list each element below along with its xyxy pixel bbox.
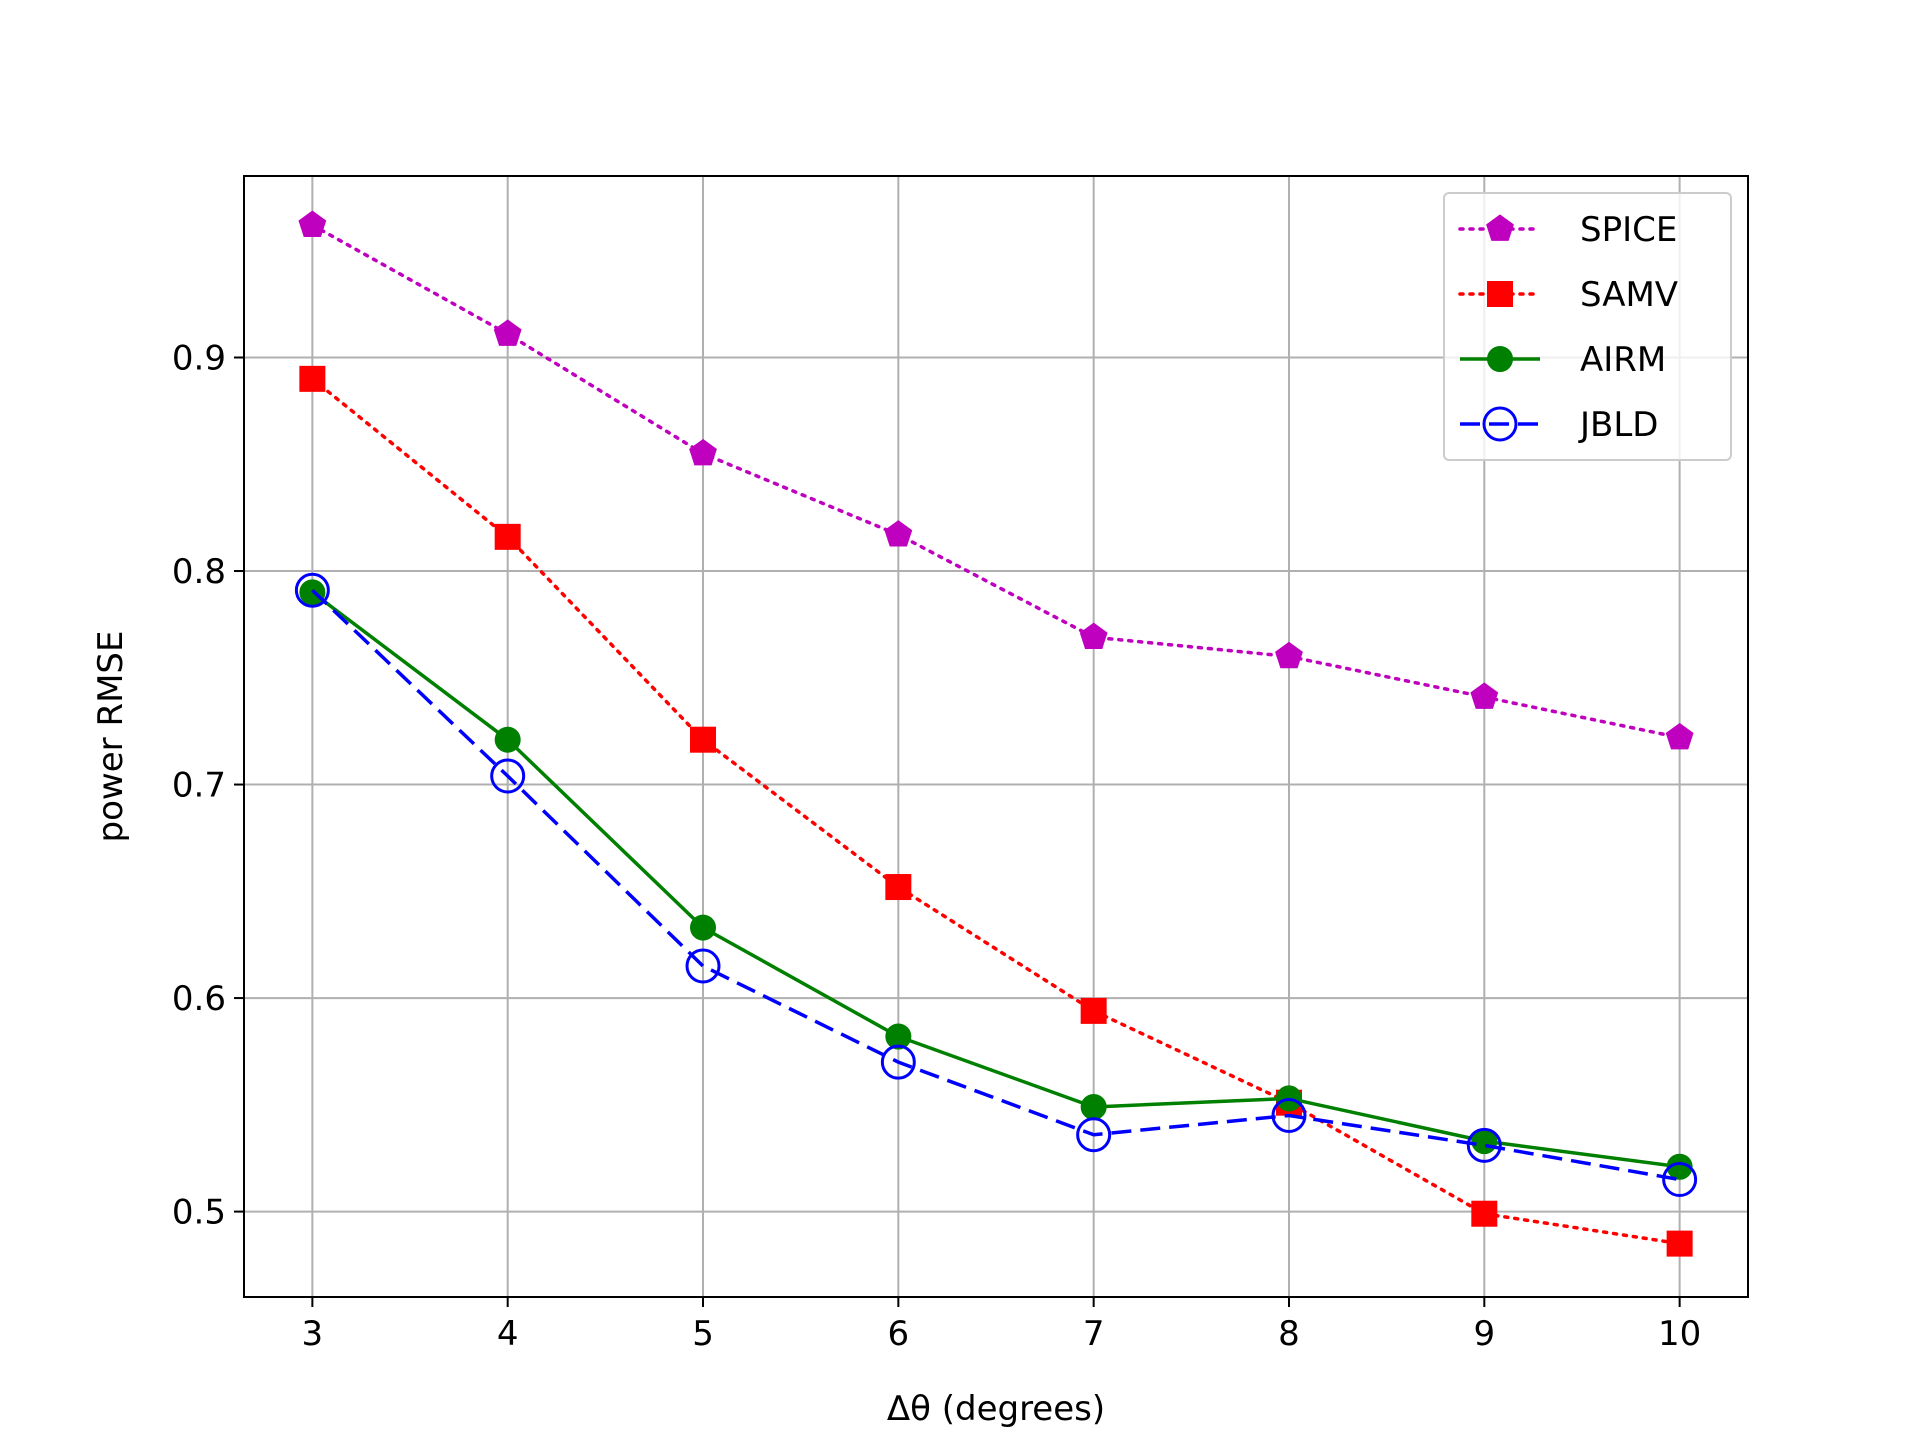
data-point-jbld (294, 572, 330, 608)
x-tick-label: 8 (1278, 1314, 1300, 1354)
data-point-airm (885, 1023, 912, 1050)
series-line-airm (311, 590, 1680, 1169)
plot-area-frame (243, 175, 1749, 1298)
data-point-jbld (685, 948, 721, 984)
x-tick-label: 3 (302, 1314, 324, 1354)
data-point-samv (299, 365, 326, 392)
x-axis-label: Δθ (degrees) (887, 1389, 1105, 1429)
legend-entry-jbld: JBLD (1460, 405, 1658, 445)
data-point-samv (1080, 997, 1107, 1024)
data-point-spice (1079, 622, 1108, 650)
data-point-jbld (1466, 1127, 1502, 1163)
series-layer (294, 210, 1698, 1257)
legend-label-airm: AIRM (1580, 340, 1666, 380)
data-point-airm (690, 914, 717, 941)
y-axis-label: power RMSE (91, 631, 131, 843)
legend-entry-airm: AIRM (1460, 340, 1666, 380)
data-point-samv (494, 523, 521, 550)
data-point-jbld (1076, 1117, 1112, 1153)
legend-label-spice: SPICE (1580, 210, 1677, 250)
legend-marker-samv (1487, 281, 1513, 307)
series-line-spice (310, 223, 1682, 740)
series-samv (299, 365, 1693, 1257)
data-point-samv (690, 726, 717, 753)
y-tick-label: 0.8 (172, 552, 226, 592)
legend-marker-spice (1486, 214, 1514, 241)
legend-entry-spice: SPICE (1458, 210, 1677, 250)
x-tick-label: 5 (692, 1314, 714, 1354)
y-tick-label: 0.9 (172, 338, 226, 378)
legend: SPICE SAMV AIRM JBLD (1443, 192, 1732, 461)
x-tick-label: 10 (1658, 1314, 1701, 1354)
data-point-spice (1470, 682, 1499, 709)
x-tick-label: 7 (1083, 1314, 1105, 1354)
series-spice (298, 210, 1694, 750)
data-point-spice (298, 210, 327, 237)
data-point-samv (1666, 1230, 1693, 1257)
y-tick-label: 0.6 (172, 979, 226, 1019)
legend-entry-samv: SAMV (1458, 275, 1678, 315)
x-tick-label: 4 (497, 1314, 519, 1354)
data-point-airm (494, 726, 521, 753)
series-line-samv (310, 377, 1682, 1246)
x-tick-label: 6 (888, 1314, 910, 1354)
data-point-jbld (1662, 1162, 1698, 1198)
data-point-jbld (880, 1044, 916, 1080)
data-point-jbld (490, 758, 526, 794)
legend-marker-jbld (1482, 406, 1518, 442)
axis-ticks: 3 4 5 6 7 8 9 10 0.5 0.6 0.7 0.8 0.9 (172, 338, 1701, 1354)
data-point-spice (689, 438, 717, 466)
data-point-jbld (1271, 1098, 1307, 1134)
data-point-airm (1080, 1093, 1107, 1120)
series-jbld (294, 572, 1698, 1198)
data-point-spice (884, 520, 913, 547)
data-point-airm (1666, 1153, 1693, 1180)
data-point-spice (1275, 641, 1303, 669)
y-tick-label: 0.7 (172, 766, 226, 806)
data-point-spice (493, 319, 522, 346)
data-point-samv (1471, 1200, 1498, 1227)
data-point-spice (1665, 722, 1694, 750)
legend-box (1443, 192, 1732, 461)
legend-label-jbld: JBLD (1578, 405, 1658, 445)
data-point-samv (885, 874, 912, 901)
x-tick-label: 9 (1473, 1314, 1495, 1354)
legend-label-samv: SAMV (1580, 275, 1678, 315)
legend-marker-airm (1487, 346, 1513, 372)
y-tick-label: 0.5 (172, 1193, 226, 1233)
